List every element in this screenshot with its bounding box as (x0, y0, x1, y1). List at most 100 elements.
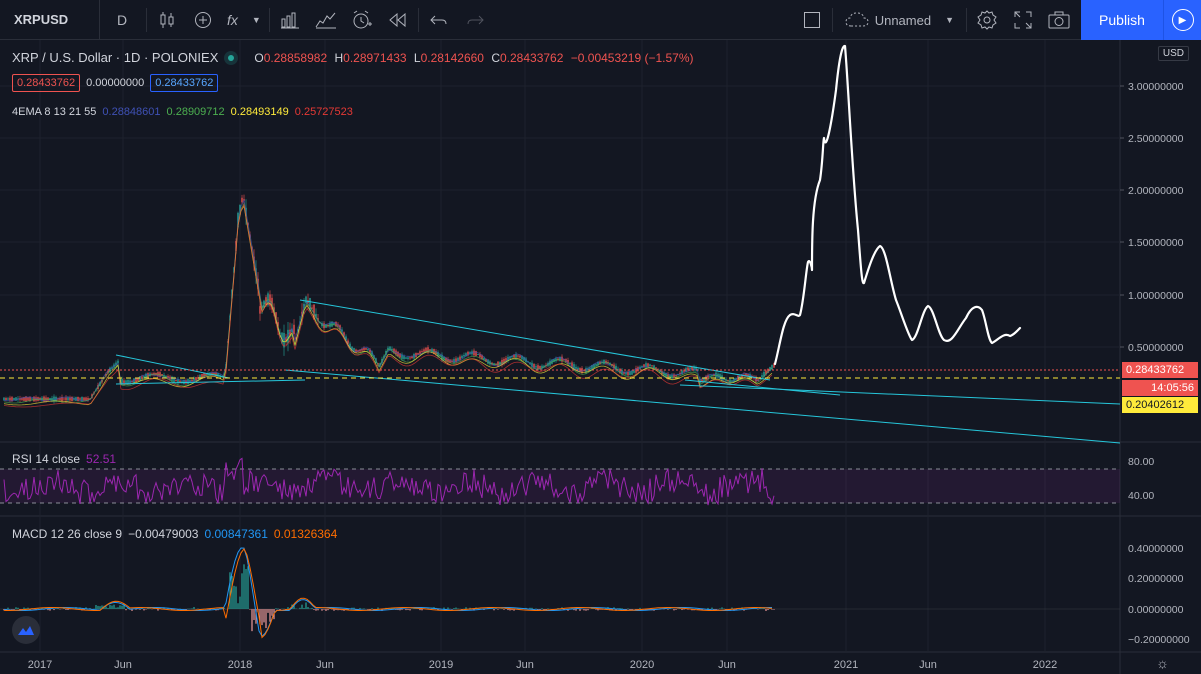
gear-icon[interactable] (969, 0, 1005, 40)
candle-body (473, 350, 475, 356)
candle-body (629, 371, 631, 376)
macd-label[interactable]: MACD 12 26 close 9 (12, 527, 123, 541)
candles-icon[interactable] (149, 0, 185, 40)
candle-body (599, 361, 601, 365)
candle-body (505, 358, 507, 362)
macd-histogram-bar (353, 607, 355, 609)
macd-histogram-bar (249, 609, 251, 610)
layout-name-button[interactable]: Unnamed ▼ (835, 0, 964, 40)
candle-body (681, 370, 683, 375)
macd-histogram-bar (237, 603, 239, 609)
candle-body (457, 357, 459, 361)
publish-button[interactable]: Publish (1081, 0, 1163, 40)
candle-body (455, 358, 457, 363)
candle-body (11, 397, 13, 401)
camera-icon[interactable] (1041, 0, 1077, 40)
symbol-title: XRP / U.S. Dollar · 1D · POLONIEX (12, 50, 219, 65)
fx-label: fx (227, 11, 238, 28)
price-tick-label: 1.50000000 (1128, 237, 1184, 249)
candle-body (67, 397, 69, 401)
candle-body (49, 398, 51, 400)
macd-histogram-bar (631, 609, 633, 610)
candle-body (355, 349, 357, 353)
candle-body (633, 370, 635, 373)
macd-histogram-bar (13, 609, 15, 610)
indicators-button[interactable]: fx ▼ (221, 0, 267, 40)
candle-body (7, 398, 9, 400)
candle-body (521, 355, 523, 360)
macd-histogram-bar (529, 607, 531, 609)
spread-value: 0.00000000 (86, 77, 145, 89)
macd-histogram-bar (419, 609, 421, 611)
fullscreen-icon[interactable] (1005, 0, 1041, 40)
macd-histogram-bar (307, 607, 309, 609)
candle-body (35, 397, 37, 401)
candle-body (349, 343, 351, 348)
candle-body (465, 353, 467, 356)
macd-tick-label: 0.40000000 (1128, 543, 1184, 555)
candle-body (533, 363, 535, 369)
macd-histogram-bar (305, 602, 307, 609)
rsi-legend: RSI 14 close 52.51 (12, 452, 116, 466)
macd-histogram-bar (107, 608, 109, 609)
open-value: 0.28858982 (263, 50, 328, 65)
candle-body (241, 197, 243, 203)
candle-body (703, 377, 705, 382)
candle-body (199, 375, 201, 380)
macd-histogram-bar (621, 608, 623, 609)
candle-body (115, 362, 117, 366)
candle-body (59, 398, 61, 400)
market-status-icon[interactable] (224, 50, 239, 65)
financials-icon[interactable] (272, 0, 308, 40)
candle-body (539, 366, 541, 369)
time-axis-settings-icon[interactable]: ☼ (1156, 655, 1169, 671)
candle-body (141, 376, 143, 379)
layout-select-icon[interactable] (794, 0, 830, 40)
undo-icon[interactable] (421, 0, 457, 40)
candle-body (397, 351, 399, 357)
symbol-search-button[interactable]: XRPUSD (0, 0, 100, 40)
templates-icon[interactable] (308, 0, 344, 40)
change-value: −0.00453219 (−1.57%) (570, 50, 694, 65)
interval-button[interactable]: D (116, 11, 128, 28)
replay-icon[interactable] (380, 0, 416, 40)
redo-icon[interactable] (457, 0, 493, 40)
candle-body (185, 380, 187, 384)
candle-body (651, 365, 653, 367)
alert-icon[interactable] (344, 0, 380, 40)
rsi-label[interactable]: RSI 14 close (12, 452, 81, 466)
chart-canvas[interactable]: 3.00000000 2.50000000 2.00000000 1.50000000… (0, 40, 1201, 674)
macd-histogram-bar (231, 575, 233, 609)
ema-8-line (3, 199, 773, 402)
candle-body (391, 348, 393, 351)
macd-histogram-bar (443, 607, 445, 609)
candle-body (81, 396, 83, 402)
candle-body (139, 376, 141, 382)
buy-price-button[interactable]: 0.28433762 (150, 74, 219, 92)
macd-histogram-bar (223, 607, 225, 609)
macd-histogram-bar (287, 607, 289, 609)
tradingview-logo-icon[interactable] (12, 616, 40, 644)
add-compare-icon[interactable] (185, 0, 221, 40)
macd-histogram-bar (67, 609, 69, 611)
time-tick-label: Jun (516, 659, 534, 671)
ema-label[interactable]: 4EMA 8 13 21 55 (12, 106, 97, 118)
macd-histogram-bar (509, 609, 511, 611)
publish-video-button[interactable]: ▶ (1163, 0, 1201, 40)
candle-body (411, 356, 413, 358)
ema-value-1: 0.28848601 (102, 106, 161, 118)
sell-price-button[interactable]: 0.28433762 (12, 74, 81, 92)
macd-histogram-bar (243, 564, 245, 609)
candle-body (475, 351, 477, 356)
candle-body (65, 397, 67, 401)
macd-histogram-bar (599, 609, 601, 610)
currency-badge[interactable]: USD (1157, 46, 1189, 61)
macd-histogram-bar (585, 609, 587, 611)
macd-histogram-bar (121, 605, 123, 609)
candle-body (331, 321, 333, 327)
candle-body (121, 378, 123, 384)
macd-histogram-bar (253, 609, 255, 621)
macd-histogram-bar (573, 609, 575, 611)
macd-histogram-bar (707, 607, 709, 609)
candle-body (127, 379, 129, 384)
